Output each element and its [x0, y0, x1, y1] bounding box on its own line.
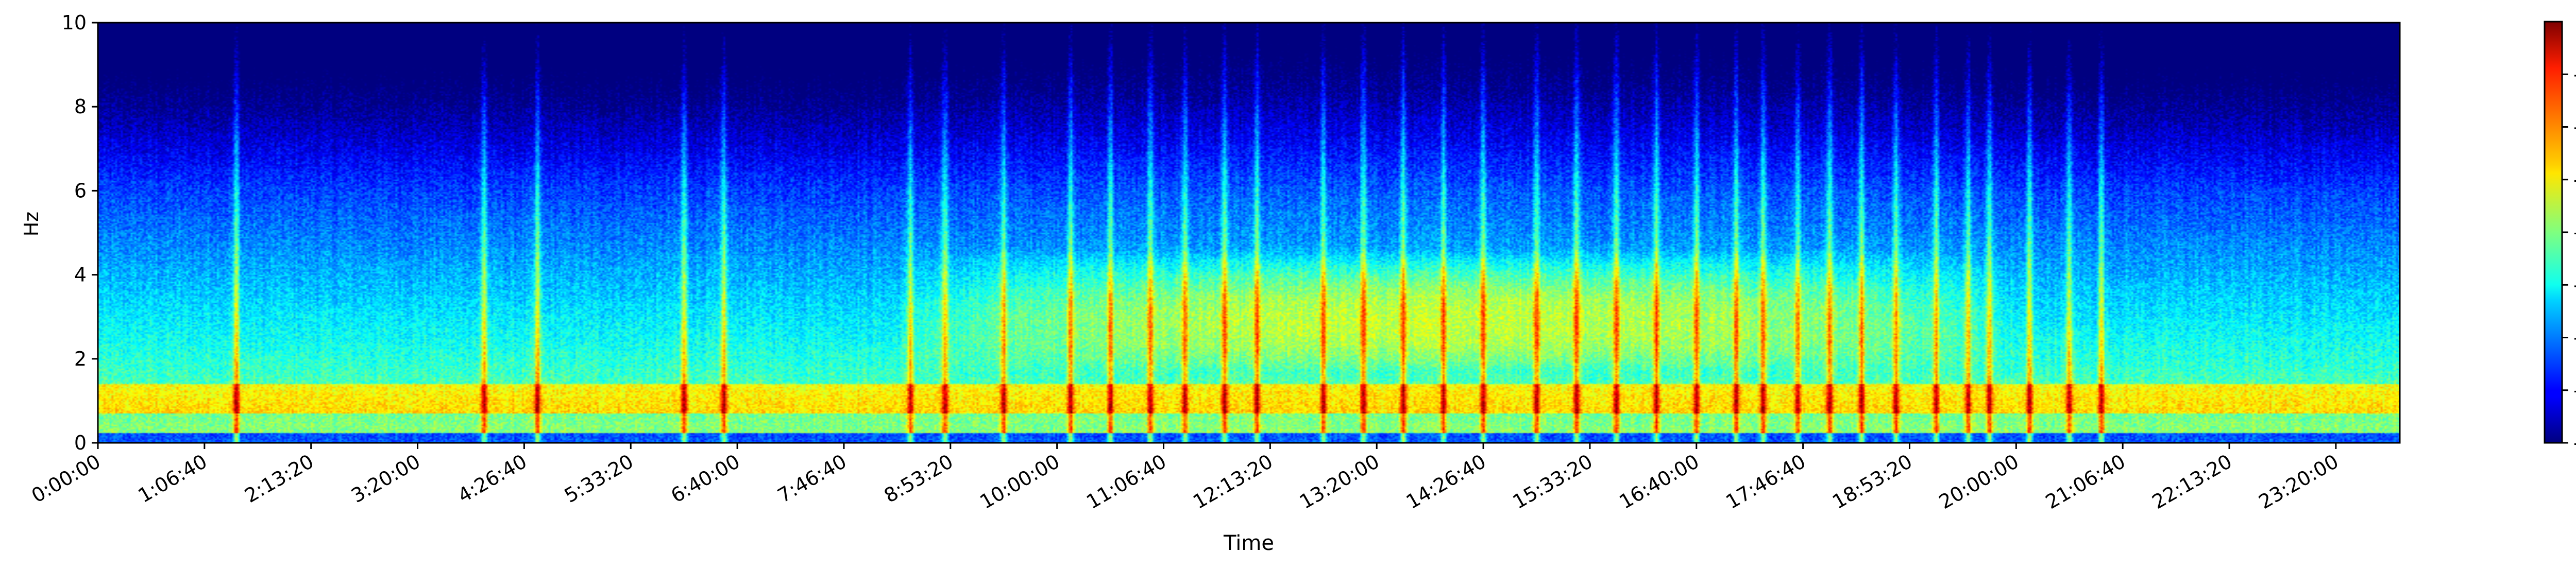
x-tick-label: 20:00:00: [1935, 450, 2023, 513]
x-tick-label: 3:20:00: [347, 450, 424, 507]
y-tick-label: 0: [74, 432, 87, 454]
x-tick-label: 17:46:40: [1722, 450, 1809, 513]
x-axis: Time 0:00:00 1:06:40 2:13:20 3:20:00 4:26:40…: [28, 443, 2343, 555]
y-tick-label: 4: [74, 264, 87, 286]
colorbar-tick-label: -60 dB: [2573, 326, 2576, 349]
x-tick-label: 15:33:20: [1509, 450, 1597, 513]
x-tick-label: 0:00:00: [28, 450, 105, 507]
y-tick-label: 8: [74, 95, 87, 118]
y-tick-label: 2: [74, 348, 87, 370]
colorbar-tick-label: -80 dB: [2573, 432, 2576, 454]
x-tick-label: 18:53:20: [1828, 450, 1916, 513]
colorbar-tick-label: -40 dB: [2573, 221, 2576, 244]
x-tick-label: 21:06:40: [2042, 450, 2129, 513]
x-tick-label: 23:20:00: [2255, 450, 2343, 513]
colorbar-gradient: [2544, 21, 2563, 444]
x-tick-label: 1:06:40: [134, 450, 211, 507]
x-tick-label: 11:06:40: [1082, 450, 1170, 513]
y-axis-label: Hz: [20, 212, 43, 237]
y-axis: Hz 0 2 4 6 8 10: [20, 11, 98, 454]
x-axis-label: Time: [1223, 531, 1274, 555]
colorbar-tick-label: -20 dB: [2573, 116, 2576, 139]
x-tick-label: 13:20:00: [1296, 450, 1383, 513]
colorbar-tick-label: -50 dB: [2573, 273, 2576, 296]
colorbar-tick-label: -70 dB: [2573, 379, 2576, 402]
colorbar-tick-label: -10 dB: [2573, 63, 2576, 85]
y-tick-label: 6: [74, 179, 87, 202]
y-tick-label: 10: [62, 11, 87, 34]
plot-frame: [97, 22, 2401, 444]
colorbar: -10 dB -20 dB -30 dB -40 dB -50 dB -60 dB -70 …: [2544, 21, 2576, 454]
x-tick-label: 5:33:20: [561, 450, 637, 507]
x-tick-label: 8:53:20: [880, 450, 957, 507]
x-tick-label: 4:26:40: [454, 450, 531, 507]
spectrogram-plot: [97, 22, 2401, 444]
x-tick-label: 14:26:40: [1402, 450, 1490, 513]
x-tick-label: 22:13:20: [2148, 450, 2236, 513]
x-tick-label: 6:40:00: [667, 450, 744, 507]
spectrogram-heatmap: [98, 23, 2400, 443]
x-tick-label: 2:13:20: [241, 450, 317, 507]
colorbar-tick-label: -30 dB: [2573, 168, 2576, 191]
x-tick-label: 12:13:20: [1189, 450, 1277, 513]
x-tick-label: 7:46:40: [774, 450, 851, 507]
x-tick-label: 16:40:00: [1615, 450, 1703, 513]
x-tick-label: 10:00:00: [976, 450, 1063, 513]
